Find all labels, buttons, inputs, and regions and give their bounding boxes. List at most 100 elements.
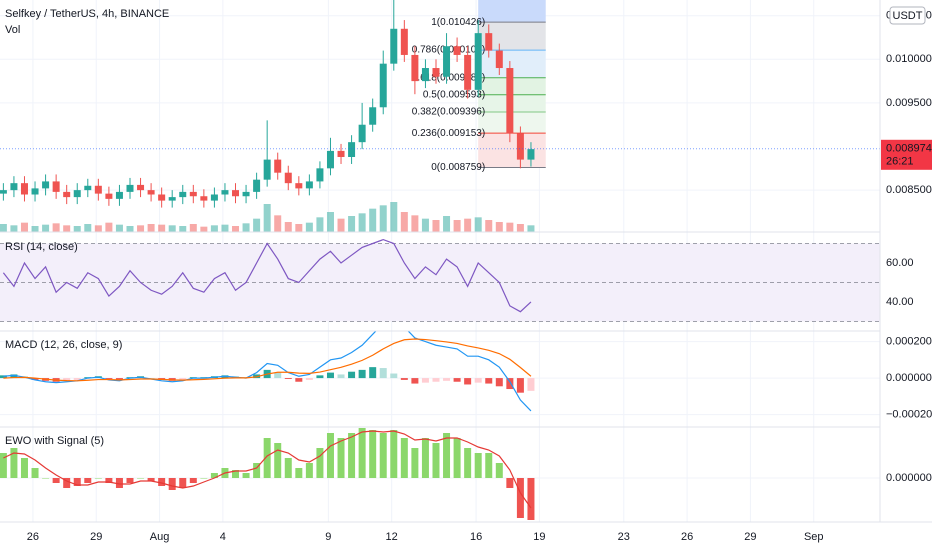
histogram-bar <box>358 428 366 478</box>
histogram-bar <box>20 458 28 478</box>
indicator-line <box>3 430 532 509</box>
candle-body <box>42 181 50 189</box>
y-tick-label: 0.010000 <box>886 53 932 65</box>
volume-bar <box>63 225 71 232</box>
histogram-bar <box>358 369 366 379</box>
volume-bar <box>115 224 123 232</box>
pane <box>0 331 535 412</box>
pane-title: MACD (12, 26, close, 9) <box>5 339 122 351</box>
candle-body <box>158 194 166 201</box>
y-tick-label: 0.000200 <box>886 335 932 347</box>
candle-body <box>400 28 408 55</box>
histogram-bar <box>31 468 39 478</box>
candle-body <box>253 179 261 192</box>
histogram-bar <box>390 430 398 478</box>
histogram-bar <box>147 478 155 481</box>
candle-body <box>337 150 345 157</box>
volume-bar <box>94 225 102 232</box>
x-tick-label: 26 <box>681 531 693 543</box>
countdown-label: 26:21 <box>886 156 914 168</box>
volume-bar <box>337 218 345 232</box>
rsi-band <box>0 243 880 322</box>
histogram-bar <box>485 453 493 478</box>
histogram-bar <box>295 378 303 382</box>
volume-bar <box>137 225 145 232</box>
indicator-line <box>3 331 532 412</box>
currency[interactable]: USDT <box>893 10 923 22</box>
histogram-bar <box>400 378 408 380</box>
volume-bar <box>221 224 229 232</box>
candle-body <box>189 191 197 197</box>
volume-bar <box>84 224 92 232</box>
histogram-bar <box>147 378 155 379</box>
candle-body <box>179 191 187 198</box>
histogram-bar <box>0 453 7 478</box>
volume-bar <box>242 223 250 232</box>
y-tick-label: 0.009500 <box>886 97 932 109</box>
candle-body <box>137 184 145 191</box>
histogram-bar <box>232 470 240 478</box>
histogram-bar <box>400 438 408 478</box>
volume-bar <box>147 224 155 232</box>
histogram-bar <box>94 478 102 479</box>
indicator-line <box>3 338 532 382</box>
x-tick-label: 16 <box>470 531 482 543</box>
histogram-bar <box>485 378 493 384</box>
histogram-bar <box>379 368 387 379</box>
histogram-bar <box>421 438 429 478</box>
histogram-bar <box>10 374 18 379</box>
histogram-bar <box>115 378 123 380</box>
histogram-bar <box>506 478 514 488</box>
volume-bar <box>73 226 81 232</box>
candle-body <box>168 197 176 201</box>
currency-box[interactable] <box>889 6 926 25</box>
candle-body <box>0 190 7 194</box>
candle-body <box>20 183 28 195</box>
volume-bar <box>411 215 419 232</box>
histogram-bar <box>516 478 524 518</box>
histogram-bar <box>253 463 261 478</box>
volume-bar <box>464 218 472 232</box>
histogram-bar <box>474 453 482 478</box>
histogram-bar <box>474 378 482 383</box>
histogram-bar <box>189 478 197 483</box>
candle-body <box>84 185 92 191</box>
fib-label: 0.618(0.009789) <box>412 72 485 83</box>
volume-bar <box>200 226 208 232</box>
histogram-bar <box>242 473 250 478</box>
candle-body <box>358 124 366 143</box>
candle-body <box>443 46 451 77</box>
histogram-bar <box>506 378 514 390</box>
histogram-bar <box>411 448 419 478</box>
histogram-bar <box>105 478 113 483</box>
candle-body <box>516 133 524 160</box>
rsi-line <box>2 238 532 313</box>
fib-zone <box>478 0 546 23</box>
volume-bar <box>527 225 535 232</box>
volume-bar <box>432 220 440 232</box>
y-tick-label: 40.00 <box>886 296 914 308</box>
volume-bar <box>31 226 39 232</box>
candle-body <box>284 172 292 184</box>
volume-bar <box>274 215 282 232</box>
x-tick-label: 4 <box>220 531 226 543</box>
histogram-bar <box>105 378 113 379</box>
last-price-box <box>881 139 932 170</box>
histogram-bar <box>63 478 71 488</box>
x-tick-label: 29 <box>744 531 756 543</box>
volume-bar <box>326 212 334 232</box>
volume-bar <box>284 222 292 232</box>
fib-label: 0(0.008759) <box>431 162 485 173</box>
histogram-bar <box>137 478 145 479</box>
candle-body <box>210 194 218 201</box>
histogram-bar <box>42 478 50 479</box>
panes: 1(0.010426)0.786(0.010106)0.618(0.009789… <box>0 0 880 520</box>
x-tick-label: 23 <box>618 531 630 543</box>
histogram-bar <box>73 478 81 486</box>
candle-body <box>147 190 155 195</box>
volume-bar <box>263 204 271 232</box>
candle-body <box>411 54 419 82</box>
histogram-bar <box>453 378 461 382</box>
volume-bar <box>42 224 50 232</box>
volume-bar <box>421 218 429 232</box>
